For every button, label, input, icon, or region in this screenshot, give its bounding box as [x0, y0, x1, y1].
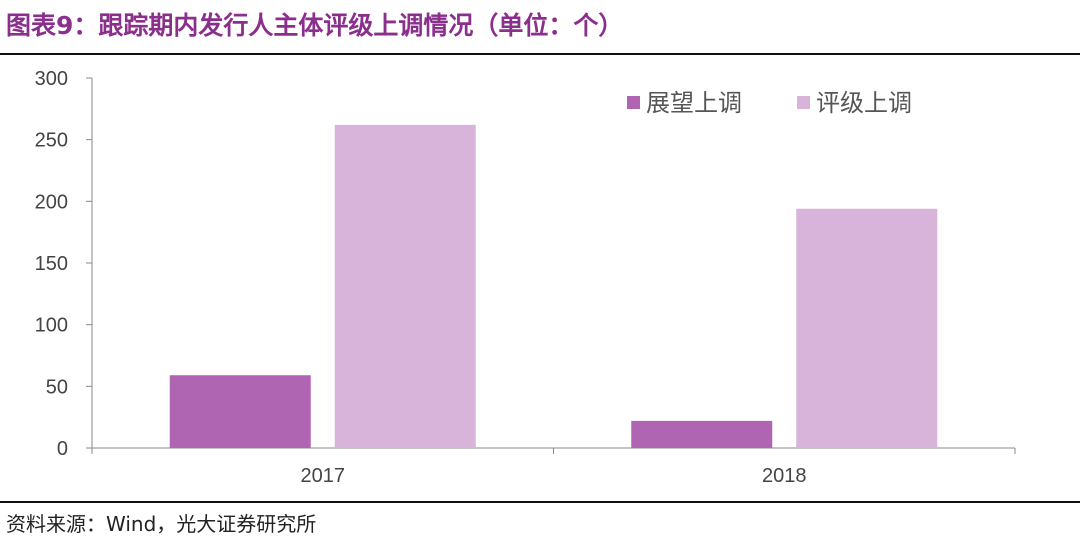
source-note: 资料来源：Wind，光大证券研究所	[6, 512, 317, 536]
y-tick-label: 150	[35, 253, 68, 275]
x-tick-label: 2018	[762, 465, 807, 487]
chart-title: 图表9：跟踪期内发行人主体评级上调情况（单位：个）	[6, 11, 624, 40]
y-tick-label: 250	[35, 130, 68, 152]
y-tick-label: 50	[46, 376, 68, 398]
y-tick-label: 100	[35, 315, 68, 337]
bar-outlook-upgrade-2017	[169, 375, 311, 448]
title-divider	[0, 53, 1080, 55]
y-tick-label: 200	[35, 191, 68, 213]
legend-swatch	[627, 96, 640, 109]
y-tick-label: 300	[35, 68, 68, 90]
x-tick-label: 2017	[301, 465, 346, 487]
legend-swatch	[797, 96, 810, 109]
bar-rating-upgrade-2017	[334, 124, 476, 448]
y-tick-label: 0	[57, 438, 68, 460]
legend-label: 评级上调	[816, 89, 912, 117]
bar-chart: 0 50 100 150 200 250 300 2017 2018 展望上调 评级上调	[35, 68, 1016, 487]
source-divider	[0, 501, 1080, 503]
bar-outlook-upgrade-2018	[631, 420, 773, 448]
bar-rating-upgrade-2018	[796, 208, 938, 448]
legend-label: 展望上调	[646, 89, 742, 117]
